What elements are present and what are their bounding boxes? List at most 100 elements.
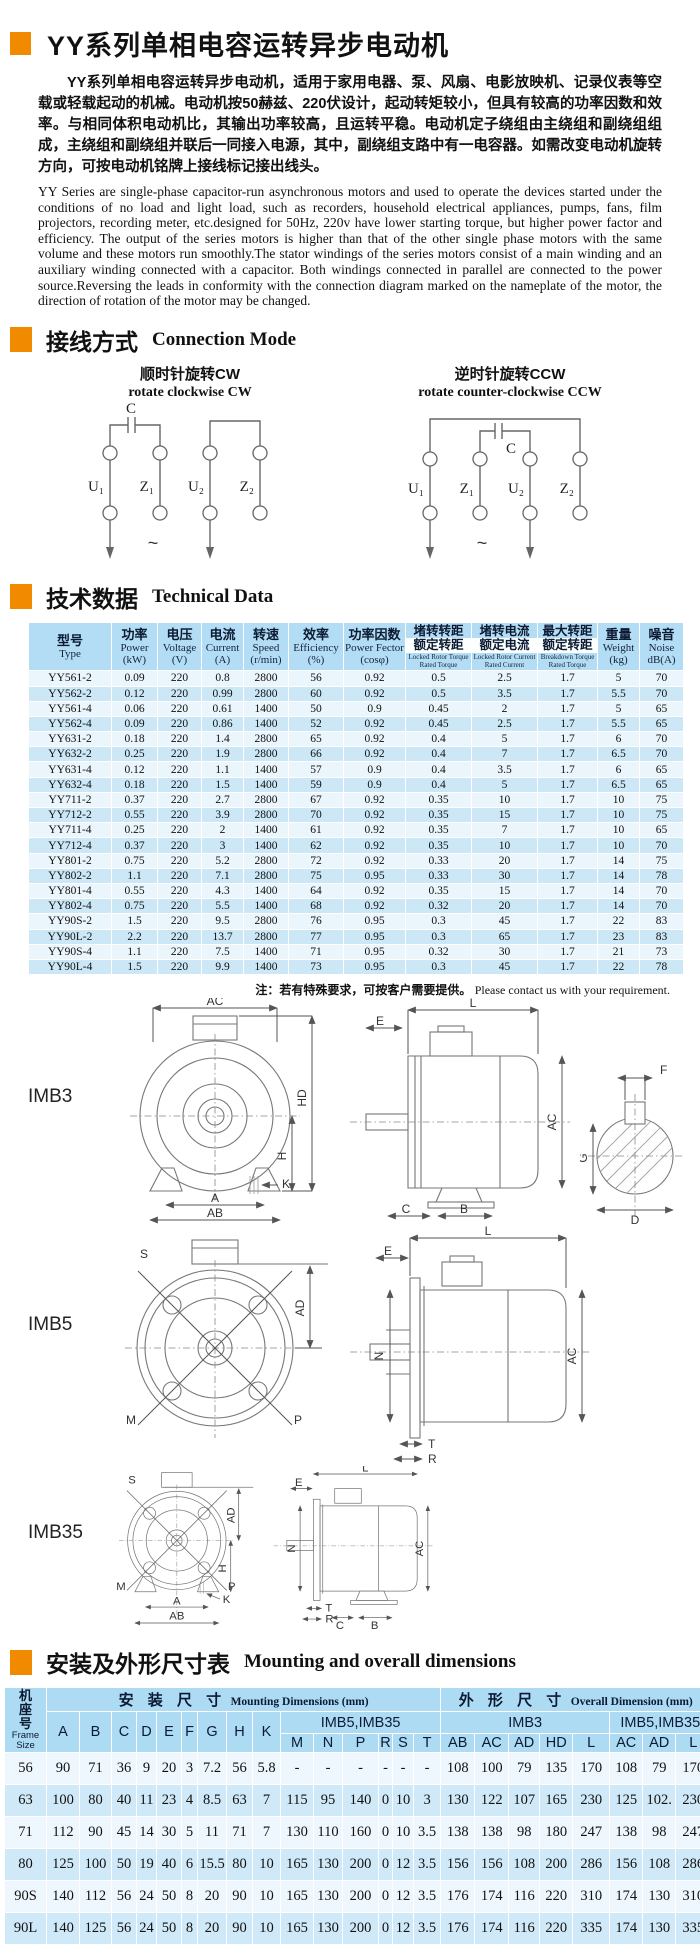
table-cell: 95	[314, 1785, 343, 1817]
table-cell: 200	[343, 1913, 379, 1945]
table-cell: 6	[598, 762, 640, 777]
table-cell: 67	[289, 792, 344, 807]
page-title: YY系列单相电容运转异步电动机	[47, 24, 449, 63]
section-title-cn: 接线方式	[46, 323, 138, 357]
section-title-cn: 技术数据	[46, 580, 138, 614]
table-cell: 65	[289, 732, 344, 747]
dim-label-m: M	[126, 1413, 136, 1427]
table-cell: 30	[472, 868, 538, 883]
table-cell: 0.55	[112, 883, 158, 898]
table-cell: 71	[227, 1817, 253, 1849]
table-cell: 70	[640, 747, 684, 762]
table-cell: 1.7	[538, 671, 598, 686]
subgroup-imb3: IMB3	[441, 1712, 610, 1734]
terminal-label-u2: U₂	[188, 479, 204, 495]
table-cell: 220	[158, 777, 202, 792]
dim-label-e: E	[376, 1014, 384, 1028]
table-cell: 56	[227, 1753, 253, 1785]
table-cell: 5.5	[598, 716, 640, 731]
table-cell: 0.18	[112, 777, 158, 792]
col-ab: AB	[441, 1734, 475, 1753]
table-cell: YY631-2	[29, 732, 112, 747]
dim-label-n: N	[286, 1545, 298, 1553]
table-cell: 20	[472, 899, 538, 914]
table-cell: 0.95	[344, 868, 406, 883]
table-cell: 220	[158, 899, 202, 914]
table-cell: 140	[343, 1785, 379, 1817]
table-cell: 75	[640, 853, 684, 868]
mount-header-row-1: 机座号 Frame Size 安 装 尺 寸 Mounting Dimensio…	[5, 1688, 700, 1712]
table-cell: 0.25	[112, 823, 158, 838]
table-cell: 2800	[244, 686, 289, 701]
table-cell: 0.99	[202, 686, 244, 701]
table-cell: 50	[157, 1913, 182, 1945]
group-mounting-dimensions: 安 装 尺 寸 Mounting Dimensions (mm)	[47, 1688, 441, 1712]
table-cell: 125	[47, 1849, 80, 1881]
table-cell: 2800	[244, 929, 289, 944]
table-cell: 2800	[244, 868, 289, 883]
table-cell: 0.35	[406, 823, 472, 838]
table-cell: YY562-2	[29, 686, 112, 701]
table-cell: 65	[640, 762, 684, 777]
table-cell: 5	[598, 701, 640, 716]
table-cell: 335	[573, 1913, 610, 1945]
dim-label-n: N	[372, 1352, 386, 1361]
table-cell: 0.33	[406, 853, 472, 868]
table-cell: 1.7	[538, 686, 598, 701]
table-cell: 62	[289, 838, 344, 853]
table-cell: 100	[475, 1753, 509, 1785]
table-cell: 45	[472, 959, 538, 974]
table-cell: 220	[158, 944, 202, 959]
table-cell: 200	[343, 1849, 379, 1881]
table-cell: 90L	[5, 1913, 47, 1945]
col-r: R	[379, 1734, 393, 1753]
table-cell: 45	[472, 914, 538, 929]
table-cell: 60	[289, 686, 344, 701]
terminal-label-u1: U₁	[88, 479, 104, 495]
table-cell: 52	[289, 716, 344, 731]
table-cell: 3.9	[202, 808, 244, 823]
table-cell: 130	[441, 1785, 475, 1817]
table-cell: 1.7	[538, 959, 598, 974]
table-cell: 5	[472, 777, 538, 792]
table-cell: 10	[472, 838, 538, 853]
table-cell: 2800	[244, 808, 289, 823]
table-cell: 8	[182, 1913, 198, 1945]
page-header: YY系列单相电容运转异步电动机	[10, 24, 700, 63]
table-cell: 22	[598, 959, 640, 974]
table-cell: 79	[643, 1753, 676, 1785]
capacitor-label: C	[506, 441, 516, 457]
table-cell: 0.8	[202, 671, 244, 686]
table-cell: 0.06	[112, 701, 158, 716]
table-cell: 156	[610, 1849, 643, 1881]
ac-symbol: ~	[477, 533, 488, 553]
table-cell: 0	[379, 1913, 393, 1945]
table-cell: -	[343, 1753, 379, 1785]
table-cell: 59	[289, 777, 344, 792]
table-cell: 0.35	[406, 808, 472, 823]
table-cell: 1.7	[538, 747, 598, 762]
table-cell: 50	[112, 1849, 137, 1881]
table-cell: 108	[643, 1849, 676, 1881]
table-cell: 0.4	[406, 777, 472, 792]
section-title-en: Technical Data	[152, 586, 273, 608]
table-cell: 1400	[244, 716, 289, 731]
table-cell: 7.2	[198, 1753, 227, 1785]
table-cell: 90	[80, 1817, 112, 1849]
table-cell: 0.92	[344, 838, 406, 853]
table-cell: 11	[198, 1817, 227, 1849]
table-cell: 200	[540, 1849, 573, 1881]
table-cell: 1.7	[538, 914, 598, 929]
table-cell: 71	[5, 1817, 47, 1849]
